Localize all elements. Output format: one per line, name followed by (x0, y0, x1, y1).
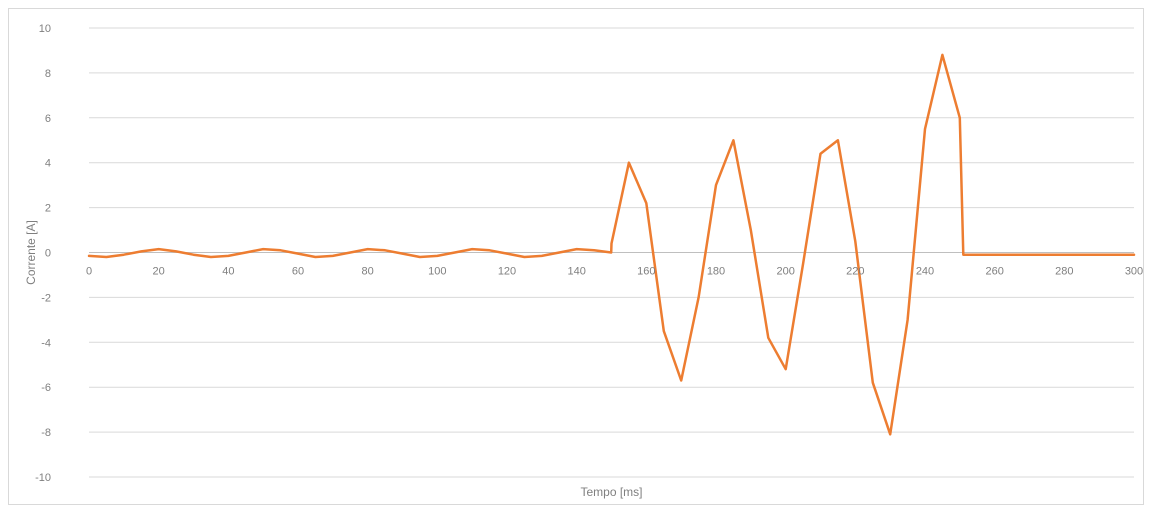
x-tick-label: 160 (637, 266, 655, 278)
y-tick-label: -10 (35, 472, 51, 484)
x-tick-label: 120 (498, 266, 516, 278)
x-tick-label: 40 (222, 266, 234, 278)
x-tick-label: 300 (1125, 266, 1143, 278)
x-tick-label: 180 (707, 266, 725, 278)
x-tick-label: 60 (292, 266, 304, 278)
x-tick-label: 80 (362, 266, 374, 278)
x-tick-label: 20 (153, 266, 165, 278)
y-tick-label: 6 (45, 113, 51, 125)
y-tick-label: 0 (45, 248, 51, 260)
y-tick-label: -6 (41, 382, 51, 394)
x-tick-label: 280 (1055, 266, 1073, 278)
chart-frame: -10 -8 -6 -4 -2 0 2 4 6 8 10 0 20 40 60 80 100 120 140 160 1… (8, 8, 1144, 505)
x-axis-title: Tempo [ms] (580, 485, 642, 499)
x-tick-label: 260 (985, 266, 1003, 278)
x-tick-label: 0 (86, 266, 92, 278)
y-axis-title: Corrente [A] (24, 220, 38, 285)
grid-lines (89, 27, 1134, 478)
y-tick-label: -2 (41, 292, 51, 304)
y-tick-label: 4 (45, 158, 51, 170)
y-tick-label: 10 (39, 23, 51, 35)
y-tick-label: 2 (45, 203, 51, 215)
y-tick-label: -4 (41, 337, 51, 349)
x-tick-label: 140 (567, 266, 585, 278)
series-line-0 (87, 53, 1136, 436)
y-tick-label: -8 (41, 427, 51, 439)
series-layer (87, 53, 1136, 436)
x-tick-label: 220 (846, 266, 864, 278)
x-tick-label: 240 (916, 266, 934, 278)
y-tick-label: 8 (45, 68, 51, 80)
x-tick-label: 100 (428, 266, 446, 278)
x-tick-label: 200 (776, 266, 794, 278)
